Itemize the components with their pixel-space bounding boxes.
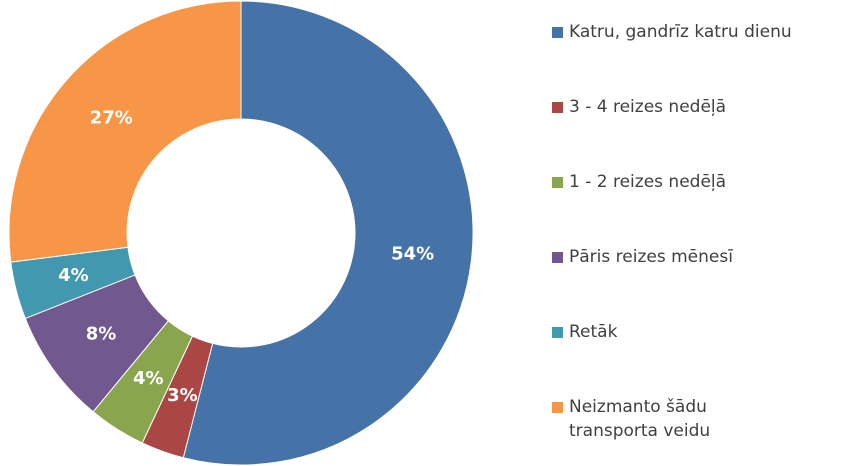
donut-area: 54%3%4%8%4%27% — [8, 0, 474, 466]
legend-item: Retāk — [552, 320, 792, 344]
legend-swatch — [552, 102, 563, 113]
legend-swatch — [552, 252, 563, 263]
legend-label: Neizmanto šādu transporta veidu — [569, 397, 711, 441]
legend-label: 1 - 2 reizes nedēļā — [569, 172, 727, 192]
legend-item: 3 - 4 reizes nedēļā — [552, 95, 792, 119]
data-label: 8% — [86, 324, 117, 345]
data-label: 27% — [90, 108, 133, 129]
legend-item: Pāris reizes mēnesī — [552, 245, 792, 269]
legend-swatch — [552, 327, 563, 338]
legend-item: Katru, gandrīz katru dienu — [552, 20, 792, 44]
legend-label: Katru, gandrīz katru dienu — [569, 22, 792, 42]
data-label: 4% — [133, 368, 164, 389]
data-label: 4% — [58, 265, 89, 286]
legend-item: 1 - 2 reizes nedēļā — [552, 170, 792, 194]
legend-label: Retāk — [569, 322, 618, 342]
legend-label: Pāris reizes mēnesī — [569, 247, 733, 267]
legend-item: Neizmanto šādu transporta veidu — [552, 395, 792, 443]
legend-swatch — [552, 27, 563, 38]
data-label: 3% — [167, 385, 198, 406]
legend: Katru, gandrīz katru dienu 3 - 4 reizes n… — [552, 20, 792, 443]
data-label: 54% — [391, 244, 434, 265]
donut-segment — [8, 0, 242, 263]
donut-segment — [182, 0, 474, 466]
legend-swatch — [552, 402, 563, 413]
legend-label: 3 - 4 reizes nedēļā — [569, 97, 727, 117]
legend-swatch — [552, 177, 563, 188]
